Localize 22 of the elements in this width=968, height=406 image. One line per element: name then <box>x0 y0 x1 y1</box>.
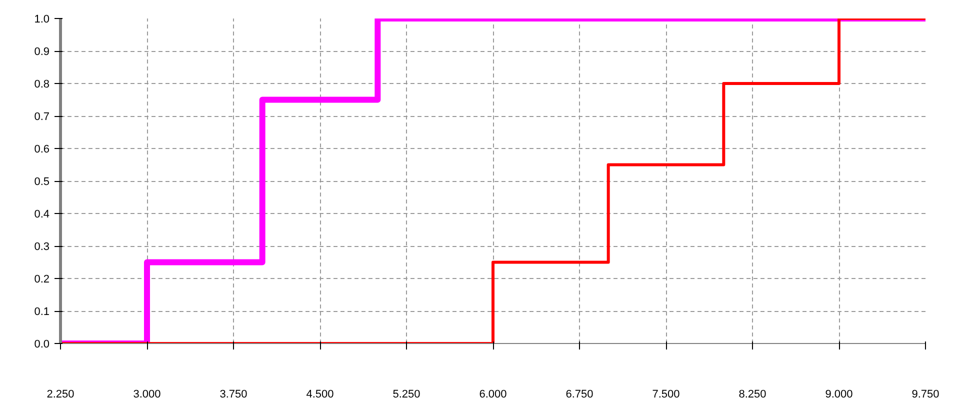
y-tick-label: 1.0 <box>34 14 50 26</box>
y-tick-label: 0.4 <box>34 208 50 220</box>
y-tick-label: 0.6 <box>34 144 50 156</box>
y-tick-label: 0.5 <box>34 176 50 188</box>
x-tick-label: 3.750 <box>220 388 248 400</box>
x-tick-label: 8.250 <box>738 388 766 400</box>
x-tick-label: 4.500 <box>306 388 334 400</box>
x-tick-label: 6.750 <box>566 388 594 400</box>
x-tick-label: 3.000 <box>133 388 161 400</box>
y-tick-label: 0.2 <box>34 274 50 286</box>
y-tick-label: 0.0 <box>34 338 50 350</box>
x-tick-label: 6.000 <box>479 388 507 400</box>
y-tick-label: 0.8 <box>34 78 50 90</box>
y-tick-label: 0.7 <box>34 111 50 123</box>
x-tick-label: 5.250 <box>392 388 420 400</box>
x-tick-label: 2.250 <box>46 388 74 400</box>
x-tick-label: 9.000 <box>825 388 853 400</box>
x-tick-label: 7.500 <box>652 388 680 400</box>
y-tick-label: 0.3 <box>34 241 50 253</box>
x-tick-label: 9.750 <box>912 388 940 400</box>
y-tick-label: 0.1 <box>34 306 50 318</box>
y-tick-label: 0.9 <box>34 46 50 58</box>
